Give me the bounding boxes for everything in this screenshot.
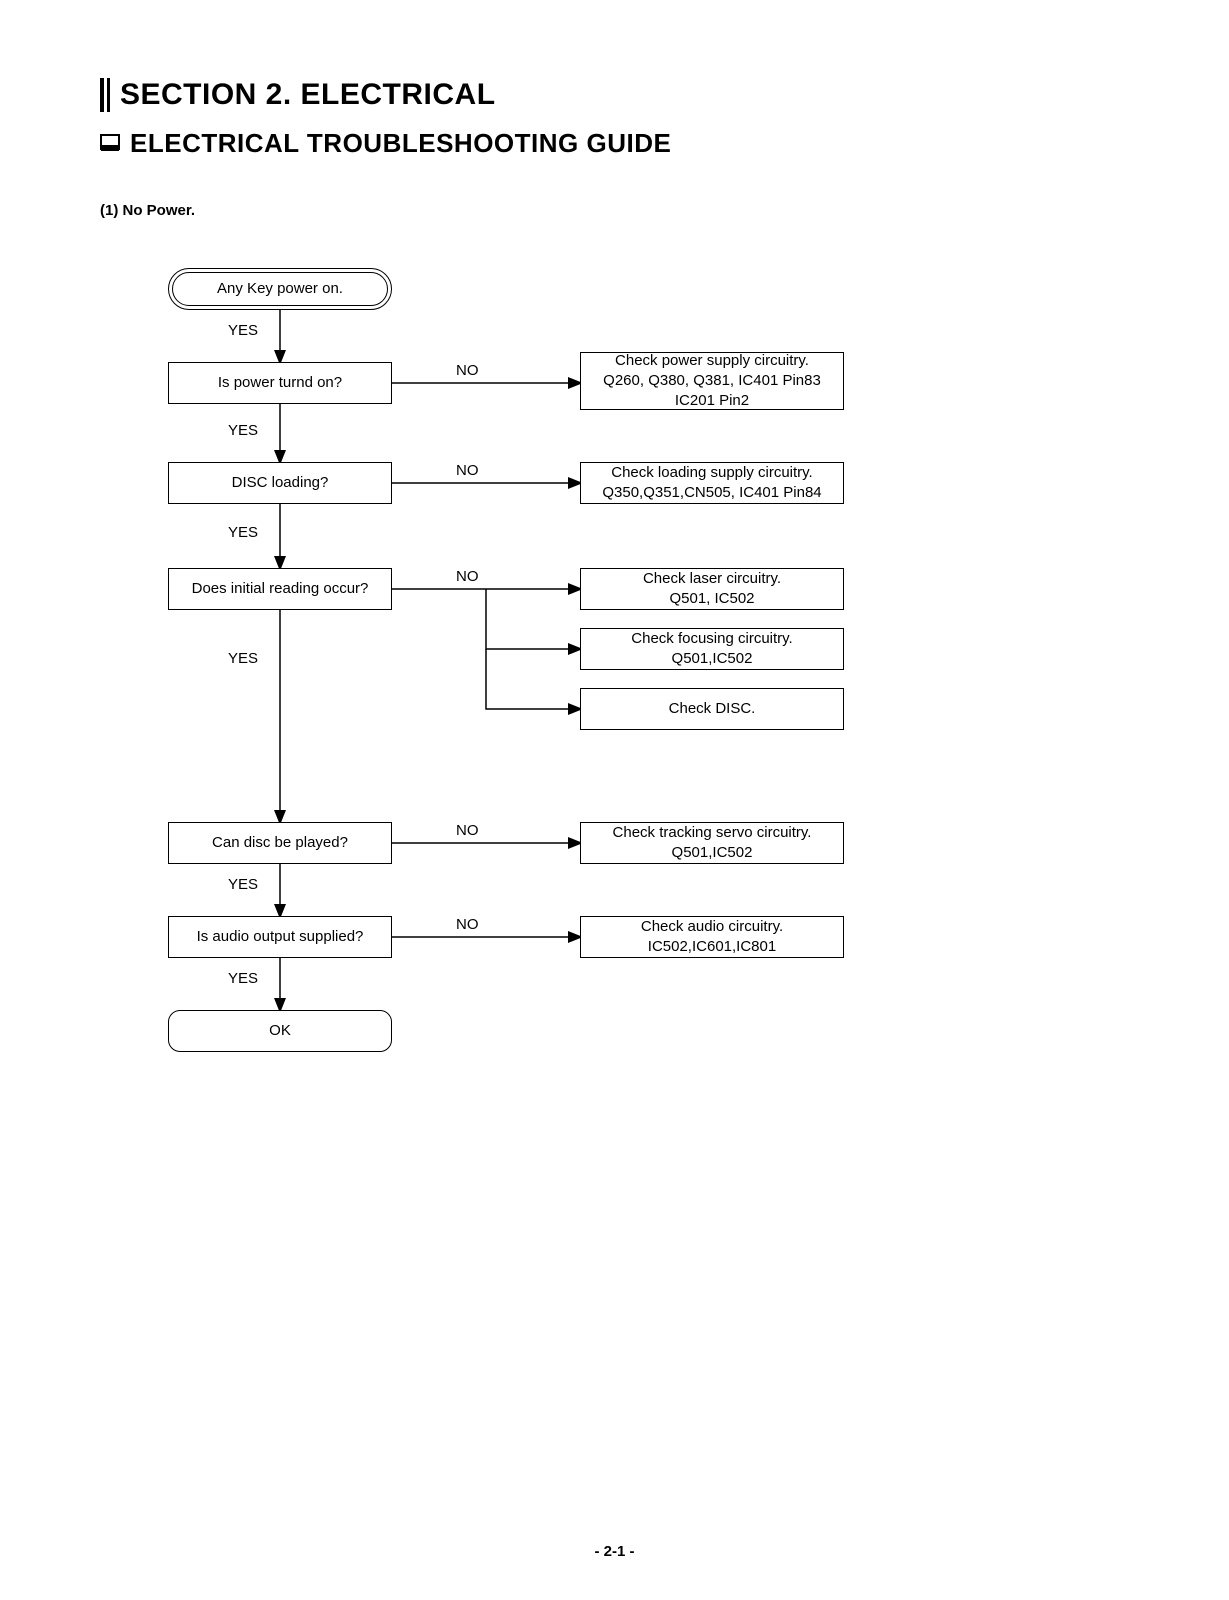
flow-edge	[486, 589, 580, 649]
flow-node-q1: Is power turnd on?	[168, 362, 392, 404]
flow-edge-label: YES	[228, 422, 258, 439]
flow-edge-label: NO	[456, 822, 479, 839]
flow-edge-label: YES	[228, 322, 258, 339]
flow-edge-label: NO	[456, 362, 479, 379]
flow-node-line: IC502,IC601,IC801	[648, 937, 776, 957]
flow-node-line: Check tracking servo circuitry.	[613, 823, 812, 843]
flow-edge	[486, 649, 580, 709]
flow-node-a3c: Check DISC.	[580, 688, 844, 730]
flow-node-q3: Does initial reading occur?	[168, 568, 392, 610]
flowchart-canvas: Any Key power on. Is power turnd on? DISC …	[0, 0, 1229, 1600]
flow-node-a3b: Check focusing circuitry.Q501,IC502	[580, 628, 844, 670]
flow-node-q5: Is audio output supplied?	[168, 916, 392, 958]
flow-node-q2: DISC loading?	[168, 462, 392, 504]
flow-node-line: Q501,IC502	[672, 843, 753, 863]
flow-node-line: IC201 Pin2	[675, 391, 749, 411]
flow-edge-label: YES	[228, 524, 258, 541]
page-footer: - 2-1 -	[0, 1543, 1229, 1560]
flow-node-a5: Check audio circuitry.IC502,IC601,IC801	[580, 916, 844, 958]
flow-node-a3a: Check laser circuitry.Q501, IC502	[580, 568, 844, 610]
flow-edge-label: YES	[228, 650, 258, 667]
flow-node-line: Q501, IC502	[669, 589, 754, 609]
flow-edge-label: NO	[456, 916, 479, 933]
flow-node-line: Q501,IC502	[672, 649, 753, 669]
flow-node-label: Any Key power on.	[172, 272, 388, 306]
flow-node-start: Any Key power on.	[168, 268, 392, 310]
flow-node-a4: Check tracking servo circuitry.Q501,IC50…	[580, 822, 844, 864]
flow-node-line: Check power supply circuitry.	[615, 351, 809, 371]
flow-edge-label: YES	[228, 970, 258, 987]
flow-node-line: Q260, Q380, Q381, IC401 Pin83	[603, 371, 821, 391]
flow-node-q4: Can disc be played?	[168, 822, 392, 864]
flow-node-a1: Check power supply circuitry.Q260, Q380,…	[580, 352, 844, 410]
flow-node-line: Check loading supply circuitry.	[611, 463, 812, 483]
flow-node-ok: OK	[168, 1010, 392, 1052]
flow-edge-label: NO	[456, 462, 479, 479]
flow-edge-label: YES	[228, 876, 258, 893]
page: SECTION 2. ELECTRICAL ELECTRICAL TROUBLE…	[0, 0, 1229, 1600]
flow-node-line: Check focusing circuitry.	[631, 629, 792, 649]
flow-node-line: Q350,Q351,CN505, IC401 Pin84	[602, 483, 821, 503]
flow-node-a2: Check loading supply circuitry.Q350,Q351…	[580, 462, 844, 504]
flow-node-line: Check audio circuitry.	[641, 917, 783, 937]
flow-node-line: Check laser circuitry.	[643, 569, 781, 589]
flow-edge-label: NO	[456, 568, 479, 585]
flowchart-arrows	[0, 0, 1229, 1600]
